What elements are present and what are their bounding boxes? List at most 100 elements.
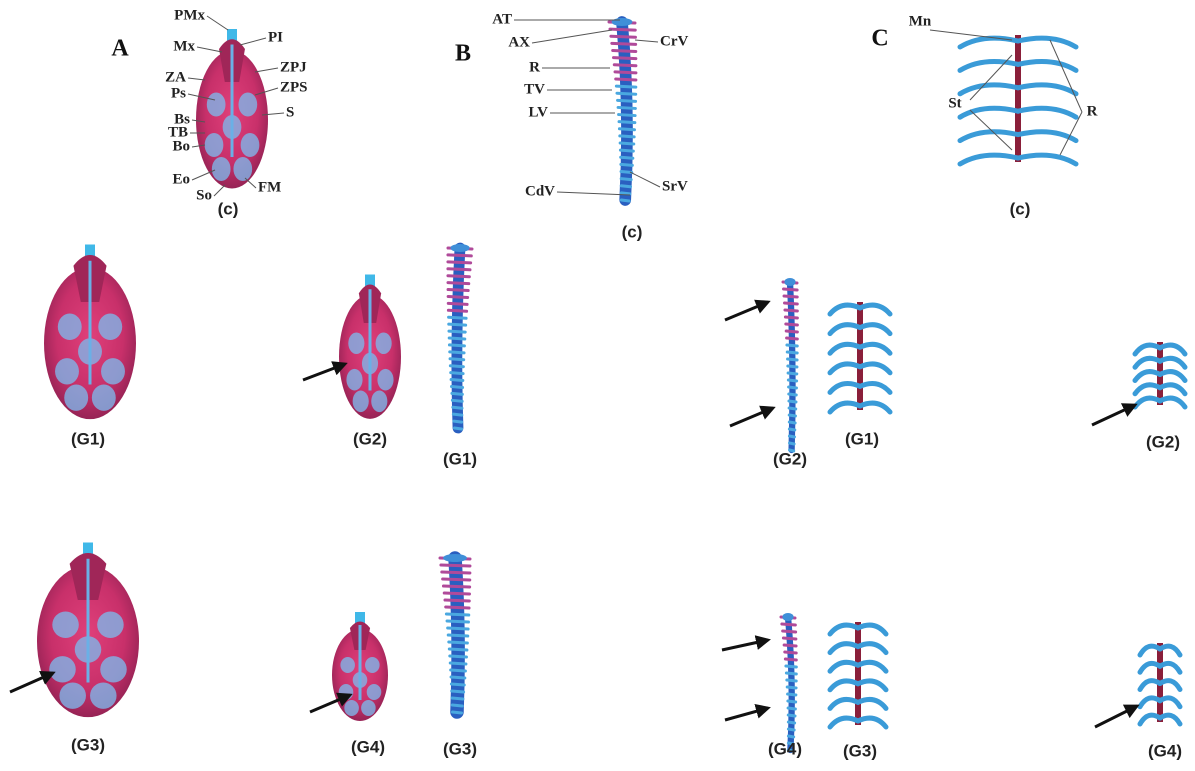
vertebra <box>789 443 794 444</box>
group-caption: (G4) <box>768 739 802 758</box>
rib <box>1018 38 1076 47</box>
anatomy-label: SrV <box>662 178 688 194</box>
vertebra <box>620 136 634 137</box>
skull-bone <box>365 657 380 673</box>
vertebra <box>452 691 464 692</box>
vertebra <box>450 656 467 657</box>
vertebra <box>447 621 468 622</box>
vertebra <box>449 642 468 643</box>
ribcage-specimen <box>960 35 1076 164</box>
vertebra <box>454 428 461 429</box>
vertebra <box>786 324 798 325</box>
group-caption: (G1) <box>443 449 477 468</box>
vertebra <box>783 638 795 639</box>
leader-line <box>214 185 225 196</box>
rib <box>830 699 858 708</box>
vertebra <box>451 677 465 678</box>
spine-head <box>612 18 633 26</box>
vertebra <box>448 303 467 304</box>
vertebra <box>449 317 467 318</box>
vertebra <box>619 129 634 130</box>
rib <box>1160 345 1185 354</box>
vertebra <box>788 722 794 723</box>
rib <box>830 625 858 634</box>
anatomy-label: ZPS <box>280 79 308 95</box>
leader-line <box>1050 40 1082 112</box>
leader-line <box>532 30 612 43</box>
rib <box>858 644 886 653</box>
vertebra <box>445 600 469 601</box>
vertebra <box>446 614 468 615</box>
leader-line <box>197 47 222 52</box>
vertebra <box>618 107 635 108</box>
leader-line <box>245 178 256 188</box>
rib <box>858 718 886 727</box>
group-caption: (G3) <box>71 735 105 754</box>
group-caption: (G3) <box>443 739 477 758</box>
anatomy-label: Mx <box>173 38 195 54</box>
vertebra <box>448 262 471 263</box>
anatomy-label: TV <box>524 81 545 97</box>
vertebra <box>621 164 632 165</box>
rib <box>1160 385 1185 394</box>
vertebra <box>451 373 463 374</box>
vertebra <box>788 373 797 374</box>
rib <box>1135 398 1160 407</box>
vertebra <box>448 269 470 270</box>
vertebra <box>789 422 795 423</box>
vertebra <box>443 579 470 580</box>
skull-bone <box>59 683 86 709</box>
vertebra <box>788 380 796 381</box>
vertebra <box>785 659 796 660</box>
rib <box>860 305 890 314</box>
rib <box>1160 398 1185 407</box>
vertebra <box>788 694 796 695</box>
rib <box>1160 358 1185 367</box>
vertebra <box>621 157 633 158</box>
rib <box>1018 61 1076 70</box>
control-caption: (c) <box>1010 199 1031 218</box>
rib <box>830 718 858 727</box>
skull-bone <box>58 314 82 340</box>
skull-specimen <box>332 612 388 721</box>
vertebra <box>454 421 462 422</box>
vertebra <box>451 684 464 685</box>
group-caption: (G2) <box>773 449 807 468</box>
skull-bone <box>97 612 124 638</box>
skull-bone <box>367 684 382 700</box>
leader-line <box>635 40 658 42</box>
vertebra <box>787 680 796 681</box>
skull-bone <box>64 385 88 411</box>
vertebra <box>449 649 467 650</box>
anatomy-label: PMx <box>174 7 205 23</box>
anatomy-label: St <box>948 95 961 111</box>
skull-bone <box>241 133 260 157</box>
panel-letter: C <box>871 26 888 52</box>
vertebra <box>452 386 463 387</box>
figure: APMxMxPIZAZPJPsZPSSBsTBBoEoSoFM(c)BATAXC… <box>0 0 1195 771</box>
vertebra <box>788 701 796 702</box>
vertebra <box>783 631 796 632</box>
skull-bone <box>346 369 362 391</box>
anatomy-label: AX <box>508 34 530 50</box>
skull-specimen <box>37 543 139 718</box>
skull-bone <box>340 657 355 673</box>
group-caption: (G4) <box>1148 741 1182 760</box>
rib <box>858 699 886 708</box>
rib <box>860 403 890 412</box>
rib <box>960 155 1018 164</box>
vertebra <box>448 290 468 291</box>
leader-line <box>557 192 630 195</box>
rib <box>860 344 890 353</box>
spine-head <box>782 613 793 621</box>
vertebra <box>441 565 470 566</box>
vertebra <box>789 429 794 430</box>
vertebra <box>443 586 469 587</box>
group-caption: (G2) <box>353 429 387 448</box>
leader-line <box>255 68 278 72</box>
vertebra <box>788 715 795 716</box>
vertebra <box>789 401 796 402</box>
spine-specimen <box>609 18 636 201</box>
vertebra <box>442 572 470 573</box>
vertebra <box>614 58 636 59</box>
